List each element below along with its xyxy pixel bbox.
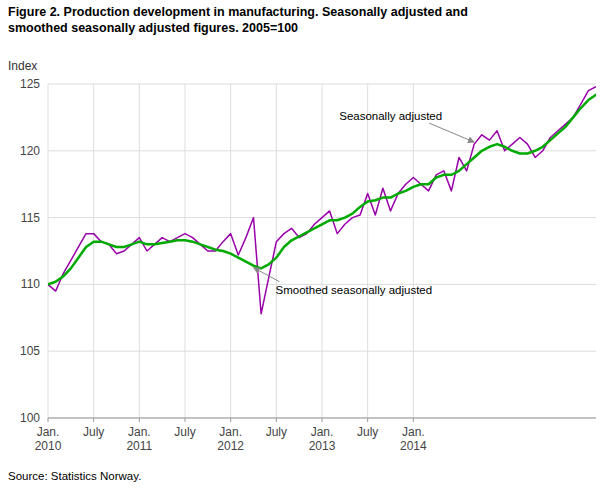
title: Figure 2. Production development in manu… xyxy=(8,5,468,19)
grid xyxy=(48,84,596,418)
series-line xyxy=(48,95,596,285)
x-tick-label-line: Jan. xyxy=(128,425,151,439)
y-tick-label: 105 xyxy=(20,344,40,358)
x-tick-label-line: July xyxy=(357,425,378,439)
x-grid-line xyxy=(139,84,140,418)
background xyxy=(0,0,610,488)
x-grid-line xyxy=(367,84,368,418)
x-tick xyxy=(367,418,368,422)
x-tick-label-line: 2011 xyxy=(126,439,152,453)
series-line xyxy=(48,87,596,314)
annotation-arrow xyxy=(429,123,474,142)
plot-area xyxy=(48,87,596,314)
subtitle: smoothed seasonally adjusted figures. 20… xyxy=(8,21,298,35)
x-tick-label-line: 2013 xyxy=(309,439,336,453)
x-tick-label-line: Jan. xyxy=(37,425,60,439)
x-axis-line xyxy=(48,418,596,419)
x-grid-line xyxy=(185,84,186,418)
y-tick-label: 115 xyxy=(21,211,40,225)
x-tick-label: Jan.2011 xyxy=(126,425,152,453)
x-tick-label-line: Jan. xyxy=(311,425,334,439)
x-tick-label: July xyxy=(266,425,287,439)
x-grid-line xyxy=(230,84,231,418)
x-tick-label-line: Jan. xyxy=(402,425,425,439)
x-tick-label: Jan.2014 xyxy=(400,425,427,453)
y-tick-label: 100 xyxy=(20,411,40,425)
x-tick-label-line: Jan. xyxy=(219,425,242,439)
x-tick-label-line: 2014 xyxy=(400,439,427,453)
y-tick-label: 120 xyxy=(20,144,40,158)
y-tick-label: 110 xyxy=(21,277,40,291)
annotation: Seasonally adjusted xyxy=(339,110,442,122)
x-grid-line xyxy=(48,84,49,418)
x-grid-line xyxy=(322,84,323,418)
x-tick-label: Jan.2010 xyxy=(35,425,62,453)
y-axis-label: Index xyxy=(8,59,37,73)
annotation: Smoothed seasonally adjusted xyxy=(276,284,433,296)
source: Source: Statistics Norway. xyxy=(8,470,141,482)
x-tick xyxy=(139,418,140,422)
x-tick xyxy=(185,418,186,422)
x-tick xyxy=(413,418,414,422)
x-grid-line xyxy=(93,84,94,418)
x-tick-label: Jan.2013 xyxy=(309,425,336,453)
x-tick xyxy=(276,418,277,422)
chart: Figure 2. Production development in manu… xyxy=(0,0,610,488)
x-tick-label: July xyxy=(83,425,104,439)
x-tick-label-line: 2012 xyxy=(217,439,244,453)
x-tick-label-line: July xyxy=(266,425,287,439)
x-grid-line xyxy=(413,84,414,418)
x-tick xyxy=(230,418,231,422)
x-tick-label: July xyxy=(357,425,378,439)
y-grid-line xyxy=(48,418,596,419)
x-tick xyxy=(322,418,323,422)
x-tick xyxy=(93,418,94,422)
x-tick-label-line: 2010 xyxy=(35,439,62,453)
x-grid-line xyxy=(276,84,277,418)
x-tick-label-line: July xyxy=(83,425,104,439)
x-tick-label: Jan.2012 xyxy=(217,425,244,453)
x-tick-label: July xyxy=(174,425,195,439)
x-tick xyxy=(48,418,49,422)
annotation-arrow xyxy=(254,268,280,282)
x-tick-label-line: July xyxy=(174,425,195,439)
y-tick-label: 125 xyxy=(20,77,40,91)
